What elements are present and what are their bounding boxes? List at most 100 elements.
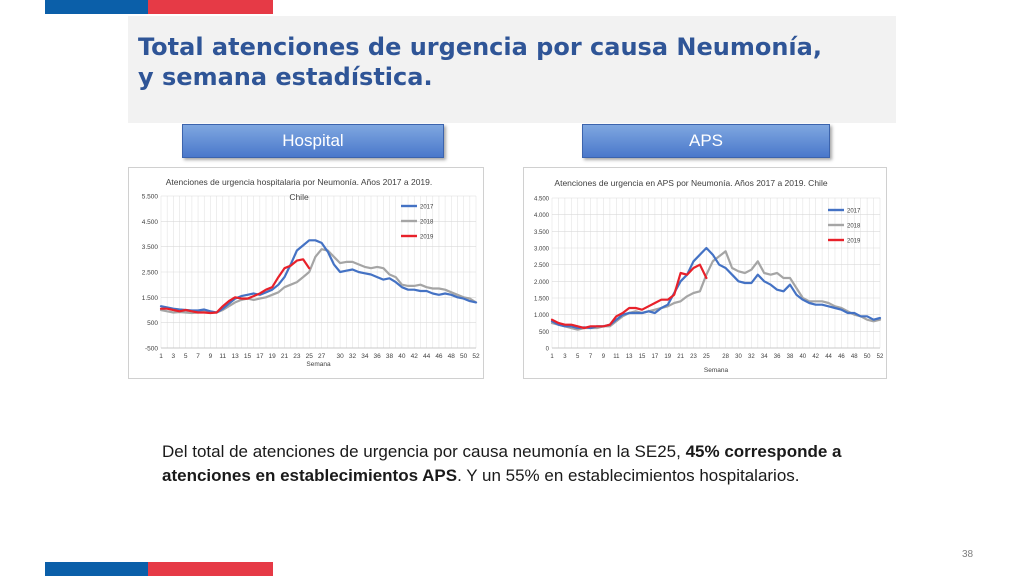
x-tick-label: 46 bbox=[435, 353, 443, 360]
x-axis-label: Semana bbox=[306, 361, 331, 368]
legend-label-2019: 2019 bbox=[847, 239, 861, 245]
series-line-2017 bbox=[550, 246, 882, 330]
slide-title-line1: Total atenciones de urgencia por causa N… bbox=[138, 33, 822, 61]
x-tick-label: 34 bbox=[761, 354, 768, 360]
x-tick-label: 13 bbox=[232, 353, 240, 360]
x-tick-label: 25 bbox=[703, 354, 710, 360]
y-tick-label: 3.000 bbox=[534, 247, 550, 253]
chart-title-line2: Chile bbox=[289, 192, 309, 202]
summary-text: Del total de atenciones de urgencia por … bbox=[162, 440, 882, 488]
series-line-2019 bbox=[550, 263, 708, 330]
x-tick-label: 21 bbox=[677, 354, 684, 360]
page-number: 38 bbox=[962, 549, 974, 560]
y-tick-label: 4.000 bbox=[534, 213, 550, 219]
series-line-2017 bbox=[159, 239, 478, 314]
legend-label-2017: 2017 bbox=[420, 205, 434, 211]
y-tick-label: 5.500 bbox=[142, 194, 159, 201]
x-tick-label: 9 bbox=[602, 354, 606, 360]
x-tick-label: 7 bbox=[589, 354, 593, 360]
aps-label-button: APS bbox=[582, 124, 830, 158]
x-tick-label: 40 bbox=[799, 354, 806, 360]
flag-stripe-top bbox=[45, 0, 273, 14]
x-tick-label: 32 bbox=[748, 354, 755, 360]
y-tick-label: 2.500 bbox=[534, 263, 550, 269]
chart-title: Atenciones de urgencia hospitalaria por … bbox=[166, 177, 433, 187]
y-tick-label: 2.500 bbox=[142, 270, 159, 277]
y-tick-label: 1.500 bbox=[142, 295, 159, 302]
x-tick-label: 3 bbox=[172, 353, 176, 360]
x-tick-label: 25 bbox=[306, 353, 314, 360]
x-tick-label: 11 bbox=[219, 353, 226, 360]
x-tick-label: 44 bbox=[423, 353, 431, 360]
flag-blue-segment bbox=[45, 0, 148, 14]
aps-label-text: APS bbox=[688, 131, 724, 150]
summary-part2: . Y un 55% en establecimientos hospitala… bbox=[457, 466, 800, 485]
y-tick-label: 3.500 bbox=[142, 244, 159, 251]
x-tick-label: 19 bbox=[664, 354, 671, 360]
x-tick-label: 23 bbox=[293, 353, 301, 360]
x-tick-label: 44 bbox=[825, 354, 832, 360]
flag-red-segment bbox=[148, 562, 273, 576]
x-tick-label: 1 bbox=[159, 353, 163, 360]
x-tick-label: 38 bbox=[386, 353, 394, 360]
x-tick-label: 9 bbox=[209, 353, 213, 360]
y-tick-label: 2.000 bbox=[534, 280, 550, 286]
series-line-2018 bbox=[550, 250, 882, 331]
x-tick-label: 7 bbox=[196, 353, 200, 360]
x-tick-label: 15 bbox=[244, 353, 252, 360]
y-tick-label: 500 bbox=[147, 320, 158, 327]
y-tick-label: 500 bbox=[539, 330, 550, 336]
flag-blue-segment bbox=[45, 562, 148, 576]
title-panel: Total atenciones de urgencia por causa N… bbox=[128, 16, 896, 123]
y-tick-label: 4.500 bbox=[142, 219, 159, 226]
x-tick-label: 32 bbox=[349, 353, 357, 360]
y-tick-label: 3.500 bbox=[534, 230, 550, 236]
x-tick-label: 52 bbox=[877, 354, 884, 360]
x-tick-label: 5 bbox=[576, 354, 580, 360]
x-tick-label: 30 bbox=[337, 353, 345, 360]
series-line-2019 bbox=[159, 258, 311, 315]
x-tick-label: 48 bbox=[448, 353, 456, 360]
hospital-chart: -500 500 1.500 2.500 3.500 4.500 5.500 1 3 5 7 9 11 1… bbox=[128, 167, 484, 379]
y-tick-label: 0 bbox=[546, 347, 550, 353]
x-tick-label: 21 bbox=[281, 353, 289, 360]
series-line-2018 bbox=[159, 248, 478, 315]
aps-chart: 0 500 1.000 1.500 2.000 2.500 3.000 3.500 4.000 4… bbox=[523, 167, 887, 379]
aps-chart-svg: 0 500 1.000 1.500 2.000 2.500 3.000 3.500 4.000 4… bbox=[534, 178, 884, 374]
x-tick-label: 52 bbox=[472, 353, 480, 360]
y-tick-label: 1.500 bbox=[534, 297, 550, 303]
slide-title: Total atenciones de urgencia por causa N… bbox=[138, 32, 822, 92]
hospital-label-button: Hospital bbox=[182, 124, 444, 158]
y-tick-label: 1.000 bbox=[534, 313, 550, 319]
x-tick-label: 28 bbox=[722, 354, 729, 360]
legend-label-2017: 2017 bbox=[847, 209, 861, 215]
summary-bold: 45% corresponde a atenciones en establec… bbox=[162, 442, 842, 485]
x-tick-label: 36 bbox=[774, 354, 781, 360]
x-tick-label: 36 bbox=[374, 353, 382, 360]
x-tick-label: 34 bbox=[361, 353, 369, 360]
legend-label-2018: 2018 bbox=[847, 224, 861, 230]
x-tick-label: 15 bbox=[639, 354, 646, 360]
x-tick-label: 50 bbox=[864, 354, 871, 360]
x-tick-label: 40 bbox=[398, 353, 406, 360]
x-tick-label: 3 bbox=[563, 354, 567, 360]
x-tick-label: 17 bbox=[652, 354, 659, 360]
x-tick-label: 42 bbox=[812, 354, 819, 360]
x-tick-label: 38 bbox=[787, 354, 794, 360]
x-tick-label: 17 bbox=[256, 353, 264, 360]
hospital-label-text: Hospital bbox=[282, 131, 344, 150]
summary-part1: Del total de atenciones de urgencia por … bbox=[162, 442, 686, 461]
legend-label-2018: 2018 bbox=[420, 220, 434, 226]
x-tick-label: 1 bbox=[550, 354, 554, 360]
x-axis-label: Semana bbox=[704, 367, 729, 374]
x-tick-label: 50 bbox=[460, 353, 468, 360]
x-tick-label: 30 bbox=[735, 354, 742, 360]
x-tick-label: 42 bbox=[411, 353, 419, 360]
x-tick-label: 23 bbox=[690, 354, 697, 360]
x-tick-label: 5 bbox=[184, 353, 188, 360]
legend-label-2019: 2019 bbox=[420, 235, 434, 241]
y-tick-label: 4.500 bbox=[534, 197, 550, 203]
flag-red-segment bbox=[148, 0, 273, 14]
x-tick-label: 13 bbox=[626, 354, 633, 360]
